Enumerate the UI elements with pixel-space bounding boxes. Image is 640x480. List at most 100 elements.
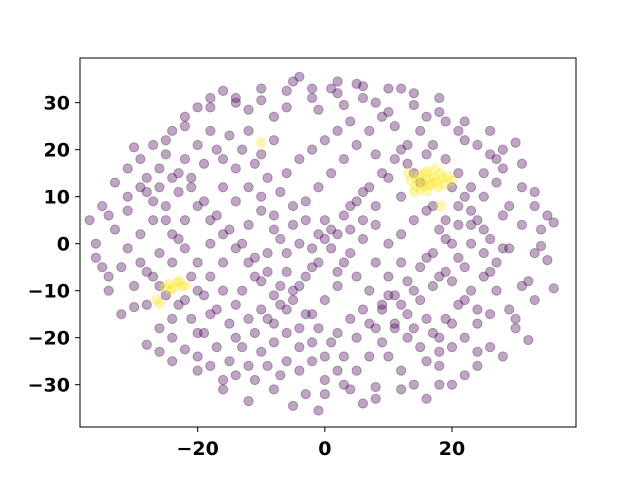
scatter-point-class-0 xyxy=(332,229,343,240)
scatter-point-class-0 xyxy=(300,309,311,320)
scatter-point-class-0 xyxy=(186,313,197,324)
plot-area-frame xyxy=(79,57,577,428)
scatter-point-class-0 xyxy=(510,313,521,324)
scatter-point-class-0 xyxy=(485,309,496,320)
scatter-point-class-1 xyxy=(431,176,442,187)
scatter-point-class-0 xyxy=(103,271,114,282)
scatter-point-class-0 xyxy=(262,360,273,371)
scatter-point-class-0 xyxy=(237,144,248,155)
scatter-point-class-0 xyxy=(307,83,318,94)
scatter-point-class-0 xyxy=(472,215,483,226)
scatter-point-class-0 xyxy=(128,142,140,153)
scatter-point-class-0 xyxy=(326,168,337,179)
scatter-point-class-0 xyxy=(408,168,419,179)
scatter-point-class-0 xyxy=(472,360,483,371)
scatter-point-class-0 xyxy=(472,304,483,315)
scatter-point-class-0 xyxy=(237,285,248,296)
scatter-point-class-0 xyxy=(421,356,432,367)
scatter-point-class-0 xyxy=(192,285,203,296)
scatter-point-class-0 xyxy=(504,243,515,254)
scatter-point-class-1 xyxy=(429,163,440,175)
scatter-point-class-1 xyxy=(428,172,439,183)
scatter-point-class-0 xyxy=(357,92,369,104)
scatter-point-class-0 xyxy=(287,200,299,212)
scatter-point-class-0 xyxy=(434,360,445,371)
scatter-point-class-0 xyxy=(332,280,343,292)
scatter-point-class-0 xyxy=(294,323,305,334)
scatter-point-class-0 xyxy=(485,233,496,245)
scatter-point-class-0 xyxy=(338,379,349,390)
y-tick-label: 20 xyxy=(44,140,70,162)
scatter-point-class-0 xyxy=(249,327,260,339)
scatter-point-class-0 xyxy=(453,219,464,230)
scatter-point-class-0 xyxy=(326,224,337,235)
scatter-point-class-0 xyxy=(205,215,216,226)
scatter-point-class-1 xyxy=(411,173,423,184)
scatter-point-class-0 xyxy=(383,238,394,249)
scatter-point-class-0 xyxy=(357,215,369,226)
scatter-point-class-0 xyxy=(523,276,534,287)
scatter-point-class-0 xyxy=(141,339,152,350)
scatter-point-class-0 xyxy=(287,219,299,230)
scatter-point-class-0 xyxy=(478,224,489,235)
scatter-point-class-1 xyxy=(435,168,446,179)
scatter-point-class-0 xyxy=(141,299,152,310)
scatter-point-class-0 xyxy=(357,398,369,409)
scatter-point-class-0 xyxy=(154,247,165,259)
scatter-point-class-0 xyxy=(179,153,191,165)
y-tick-label: −10 xyxy=(28,281,70,303)
scatter-point-class-0 xyxy=(427,200,439,212)
scatter-point-class-0 xyxy=(415,125,426,136)
scatter-point-class-0 xyxy=(307,337,318,348)
scatter-point-class-0 xyxy=(237,238,248,249)
scatter-point-class-0 xyxy=(256,191,267,202)
scatter-point-class-0 xyxy=(370,257,381,268)
scatter-point-class-0 xyxy=(338,210,349,221)
scatter-point-class-0 xyxy=(535,240,547,252)
scatter-point-class-0 xyxy=(205,271,216,282)
scatter-point-class-0 xyxy=(376,337,388,348)
scatter-point-class-1 xyxy=(437,173,448,184)
scatter-point-class-0 xyxy=(281,327,292,339)
scatter-point-class-0 xyxy=(434,224,445,235)
scatter-point-class-0 xyxy=(453,252,464,263)
scatter-point-class-0 xyxy=(491,153,502,165)
scatter-point-class-1 xyxy=(154,298,165,309)
scatter-point-class-0 xyxy=(364,125,375,136)
scatter-point-class-0 xyxy=(408,99,419,111)
scatter-point-class-0 xyxy=(370,393,381,404)
scatter-point-class-0 xyxy=(281,168,292,179)
scatter-point-class-0 xyxy=(186,172,197,183)
scatter-point-class-0 xyxy=(90,252,102,263)
scatter-point-class-0 xyxy=(198,158,210,169)
scatter-point-class-0 xyxy=(465,238,477,249)
scatter-point-class-1 xyxy=(172,277,183,288)
scatter-point-class-0 xyxy=(160,135,171,146)
scatter-points xyxy=(84,71,559,416)
scatter-point-class-0 xyxy=(510,137,521,148)
scatter-point-class-0 xyxy=(243,257,254,268)
scatter-point-class-0 xyxy=(421,252,432,263)
scatter-point-class-0 xyxy=(408,323,419,334)
scatter-point-class-0 xyxy=(230,163,241,174)
scatter-point-class-0 xyxy=(256,205,267,216)
scatter-point-class-1 xyxy=(427,177,438,189)
scatter-point-class-0 xyxy=(421,111,432,122)
scatter-point-class-0 xyxy=(351,139,362,151)
scatter-point-class-0 xyxy=(307,92,318,104)
scatter-point-class-0 xyxy=(186,271,197,282)
scatter-point-class-0 xyxy=(421,313,432,324)
scatter-point-class-0 xyxy=(217,257,229,268)
scatter-point-class-0 xyxy=(160,149,171,160)
scatter-point-class-0 xyxy=(370,200,381,212)
scatter-point-class-1 xyxy=(424,180,435,191)
scatter-point-class-0 xyxy=(459,332,470,343)
scatter-point-class-0 xyxy=(504,304,515,315)
scatter-point-class-0 xyxy=(440,233,451,245)
scatter-point-class-0 xyxy=(167,172,178,183)
scatter-point-class-0 xyxy=(326,83,337,94)
scatter-point-class-0 xyxy=(167,313,178,324)
scatter-point-class-0 xyxy=(319,135,330,146)
scatter-point-class-1 xyxy=(433,182,444,193)
scatter-point-class-1 xyxy=(435,200,446,212)
